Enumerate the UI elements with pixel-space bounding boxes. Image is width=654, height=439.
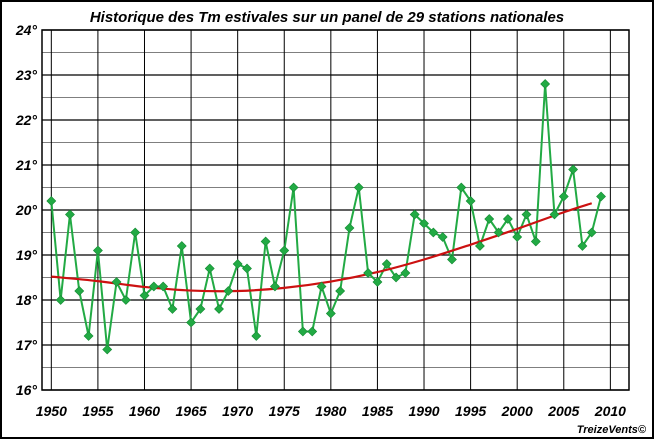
data-point	[484, 214, 495, 224]
data-point	[456, 182, 467, 193]
data-point	[130, 227, 141, 238]
x-tick-label: 1985	[362, 403, 393, 419]
x-tick-label: 1965	[176, 403, 207, 419]
data-point	[65, 209, 75, 220]
data-point	[214, 304, 224, 314]
data-point	[596, 191, 606, 202]
data-point	[167, 304, 178, 314]
y-tick-label: 21°	[15, 157, 38, 173]
data-point	[437, 232, 448, 242]
data-point	[186, 317, 197, 328]
data-point	[530, 236, 541, 247]
credit-label: TreizeVents©	[577, 424, 647, 436]
x-tick-label: 1955	[82, 403, 113, 419]
data-point	[502, 214, 513, 224]
trend-line	[51, 202, 593, 293]
data-point	[297, 326, 308, 337]
x-tick-label: 2000	[501, 403, 533, 419]
series-layer	[46, 79, 606, 355]
y-tick-label: 17°	[16, 337, 38, 353]
data-point	[400, 268, 411, 278]
y-tick-label: 16°	[16, 382, 38, 398]
data-point	[270, 281, 280, 292]
data-point	[493, 227, 504, 238]
grid	[41, 29, 630, 391]
data-point	[409, 209, 420, 220]
data-point	[512, 232, 523, 242]
data-point	[279, 245, 290, 256]
y-tick-label: 23°	[15, 67, 38, 83]
data-point	[139, 290, 150, 301]
data-point	[316, 281, 327, 292]
data-point	[148, 281, 159, 292]
series-line	[50, 83, 603, 351]
data-point	[176, 241, 187, 251]
data-point	[307, 326, 318, 337]
data-point	[242, 263, 252, 274]
plot-border	[41, 29, 630, 391]
x-tick-label: 1980	[315, 403, 346, 419]
x-tick-label: 1950	[36, 403, 67, 419]
data-point	[195, 304, 206, 314]
data-point	[74, 286, 85, 296]
y-tick-label: 24°	[15, 22, 38, 38]
data-point	[335, 286, 346, 296]
data-point	[158, 281, 169, 292]
data-point	[46, 196, 57, 206]
data-point	[363, 268, 374, 278]
data-point	[353, 182, 364, 193]
x-tick-labels: 1950 1955 1960 1965 1970 1975 1980 1985 1990 1995…	[36, 403, 626, 419]
data-point	[325, 308, 336, 319]
data-point	[92, 245, 103, 256]
data-point	[344, 223, 355, 233]
data-point	[577, 241, 588, 251]
data-point	[111, 277, 122, 287]
data-point	[288, 182, 299, 193]
y-tick-label: 19°	[16, 247, 38, 263]
data-point	[586, 227, 597, 238]
data-point	[55, 295, 66, 305]
y-tick-label: 22°	[15, 112, 38, 128]
x-tick-label: 2010	[594, 403, 626, 419]
x-tick-label: 1995	[455, 403, 486, 419]
data-point	[372, 277, 383, 287]
x-tick-label: 1975	[269, 403, 300, 419]
data-point	[102, 344, 113, 355]
data-point	[540, 79, 551, 89]
data-point	[391, 272, 401, 283]
data-point	[521, 209, 532, 220]
y-tick-label: 20°	[15, 202, 38, 218]
data-point	[568, 164, 579, 175]
y-tick-label: 18°	[16, 292, 38, 308]
data-point	[260, 236, 271, 247]
x-tick-label: 1960	[129, 403, 160, 419]
data-point	[223, 286, 234, 296]
data-point	[465, 196, 476, 206]
data-point	[251, 331, 262, 341]
data-point	[419, 218, 429, 229]
data-point	[381, 259, 392, 269]
x-tick-label: 2005	[547, 403, 579, 419]
chart-title: Historique des Tm estivales sur un panel…	[90, 9, 564, 26]
data-point	[447, 254, 457, 265]
y-tick-labels: 16° 17° 18° 19° 20° 21° 22° 23° 24°	[15, 22, 38, 398]
data-point	[474, 241, 485, 251]
data-point	[120, 295, 131, 305]
x-tick-label: 1970	[222, 403, 253, 419]
data-point	[549, 209, 560, 220]
data-point	[83, 331, 94, 341]
data-point	[558, 191, 569, 202]
x-tick-label: 1990	[408, 403, 439, 419]
data-point	[204, 263, 215, 274]
data-point	[428, 227, 439, 238]
data-point	[232, 259, 243, 269]
